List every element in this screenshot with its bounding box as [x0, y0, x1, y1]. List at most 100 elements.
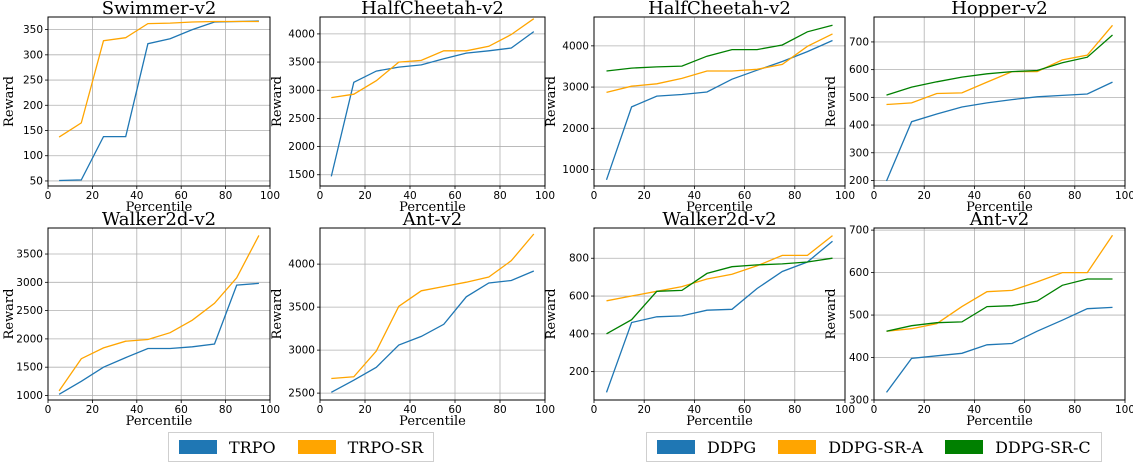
x-tick-label: 100 [535, 404, 555, 416]
x-axis-label: Percentile [126, 414, 193, 429]
y-axis-label: Reward [270, 289, 285, 340]
y-tick-label: 2500 [288, 113, 315, 125]
x-tick-label: 80 [788, 190, 801, 202]
series-line-ddpg [885, 306, 1113, 393]
x-tick-label: 0 [45, 404, 52, 416]
chart-title: Hopper-v2 [951, 0, 1048, 19]
x-tick-label: 40 [403, 404, 416, 416]
x-tick-label: 80 [219, 404, 232, 416]
chart-7: 0 20 40 60 80 100300400500600700Ant-v2Percent… [824, 209, 1133, 429]
y-tick-label: 200 [23, 100, 43, 112]
x-axis-label: Percentile [966, 414, 1033, 429]
y-tick-label: 1500 [16, 362, 43, 374]
legend-item-ddpg-sr-a: DDPG-SR-A [778, 438, 923, 457]
series-line-ddpg-sr-c [886, 278, 1113, 332]
series-line-trpo-sr [331, 18, 535, 99]
x-tick-label: 100 [1115, 404, 1133, 416]
chart-title: Ant-v2 [402, 209, 463, 230]
x-axis-label: Percentile [966, 200, 1033, 215]
y-tick-label: 150 [23, 125, 43, 137]
series-line-trpo-sr [58, 20, 259, 138]
y-tick-label: 3000 [288, 85, 315, 97]
x-axis-label: Percentile [399, 414, 466, 429]
legend-swatch-ddpg [657, 440, 695, 454]
x-tick-label: 80 [1068, 190, 1081, 202]
chart-title: HalfCheetah-v2 [648, 0, 791, 19]
y-tick-label: 3000 [16, 277, 43, 289]
y-tick-label: 500 [849, 310, 869, 322]
y-tick-label: 350 [23, 24, 43, 36]
plot-frame [593, 16, 846, 187]
y-tick-label: 2000 [16, 333, 43, 345]
y-tick-label: 3500 [288, 57, 315, 69]
series-line-trpo [58, 282, 259, 395]
y-tick-label: 600 [849, 267, 869, 279]
chart-title: Walker2d-v2 [662, 209, 776, 230]
chart-4: 0 20 40 60 80 100 1000 1500 2000 2500 3000 3500 Walk… [2, 209, 280, 429]
legend-item-ddpg: DDPG [657, 438, 756, 457]
x-tick-label: 60 [175, 190, 188, 202]
y-tick-label: 400 [849, 120, 869, 132]
x-tick-label: 80 [219, 190, 232, 202]
series-line-ddpg-sr-c [886, 34, 1113, 96]
series-line-ddpg [605, 39, 833, 181]
y-tick-label: 4000 [288, 259, 315, 271]
series-line-trpo [330, 270, 535, 393]
y-tick-label: 2500 [16, 305, 43, 317]
x-tick-label: 100 [535, 190, 555, 202]
y-tick-label: 2000 [288, 141, 315, 153]
x-tick-label: 20 [86, 190, 99, 202]
chart-title: Swimmer-v2 [102, 0, 217, 19]
legend-trpo: TRPO TRPO-SR [168, 432, 435, 462]
chart-6: 0 20 40 60 80 100 200 400 600 800 Walker2d-v2 Perce… [544, 209, 855, 429]
chart-0: 0 20 40 60 80 100 50 100 150 200 250 300 350 Swimmer-… [2, 0, 280, 215]
x-tick-label: 20 [918, 190, 931, 202]
x-tick-label: 0 [591, 190, 598, 202]
x-tick-label: 60 [448, 404, 461, 416]
legend-item-ddpg-sr-c: DDPG-SR-C [945, 438, 1091, 457]
legend-item-trpo-sr: TRPO-SR [297, 438, 423, 457]
y-tick-label: 3000 [562, 82, 589, 94]
y-axis-label: Reward [2, 289, 17, 340]
x-tick-label: 80 [788, 404, 801, 416]
y-tick-label: 4000 [562, 40, 589, 52]
x-tick-label: 40 [403, 190, 416, 202]
y-tick-label: 700 [849, 225, 869, 237]
legend-swatch-trpo [179, 440, 217, 454]
x-tick-label: 0 [317, 404, 324, 416]
x-tick-label: 80 [493, 404, 506, 416]
plot-frame [47, 16, 271, 187]
x-tick-label: 60 [1018, 404, 1031, 416]
plot-frame [319, 16, 546, 187]
y-tick-label: 600 [569, 291, 589, 303]
series-line-ddpg-sr-c [606, 257, 833, 335]
x-tick-label: 20 [638, 404, 651, 416]
x-tick-label: 100 [260, 190, 280, 202]
series-line-ddpg-sr-a [606, 235, 833, 302]
y-tick-label: 4000 [288, 28, 315, 40]
legend-swatch-ddpg-sr-a [778, 440, 817, 454]
x-tick-label: 60 [448, 190, 461, 202]
x-tick-label: 80 [493, 190, 506, 202]
x-tick-label: 60 [1018, 190, 1031, 202]
y-tick-label: 200 [569, 366, 589, 378]
y-tick-label: 400 [849, 352, 869, 364]
legend-ddpg: DDPG DDPG-SR-A DDPG-SR-C [646, 432, 1102, 462]
chart-title: HalfCheetah-v2 [361, 0, 504, 19]
y-axis-label: Reward [270, 76, 285, 127]
x-tick-label: 60 [175, 404, 188, 416]
legend-label-ddpg: DDPG [707, 437, 757, 457]
legend-swatch-ddpg-sr-c [945, 440, 984, 454]
x-tick-label: 20 [918, 404, 931, 416]
series-line-ddpg-sr-c [606, 24, 833, 72]
x-tick-label: 0 [871, 404, 878, 416]
x-tick-label: 60 [738, 404, 751, 416]
series-line-ddpg-sr-a [606, 33, 833, 94]
series-line-ddpg [885, 81, 1113, 182]
series-line-ddpg-sr-a [886, 234, 1114, 332]
x-tick-label: 20 [86, 404, 99, 416]
plot-frame [873, 16, 1126, 187]
y-tick-label: 500 [849, 92, 869, 104]
series-line-trpo [59, 20, 259, 182]
x-tick-label: 100 [1115, 190, 1133, 202]
